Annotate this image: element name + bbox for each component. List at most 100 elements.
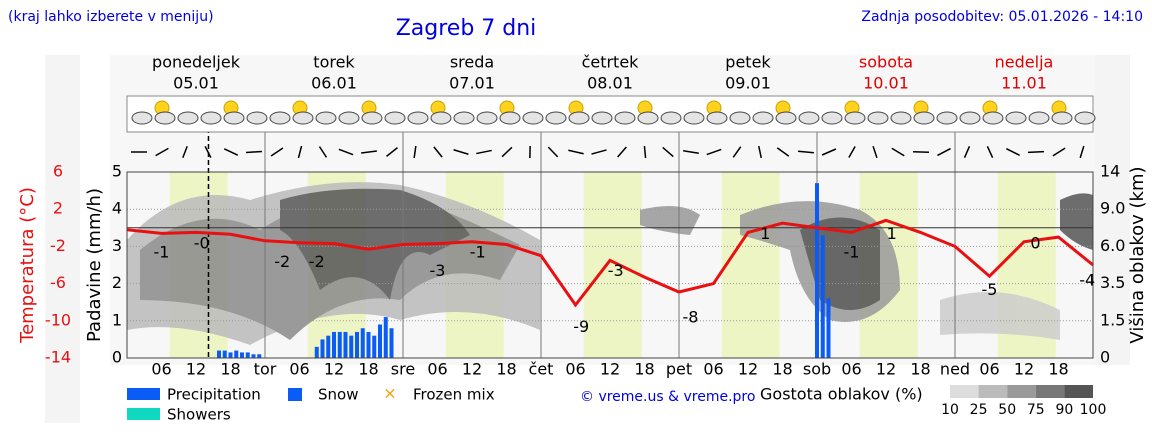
x-tick-label: 18 [634, 360, 654, 379]
cloud-icon [476, 111, 498, 125]
wind-barb [361, 150, 377, 154]
cloud-scale-swatch [1064, 385, 1093, 398]
precipitation-bar [349, 335, 354, 358]
cloud-icon [223, 111, 245, 125]
precipitation-bar [372, 335, 377, 358]
wind-barb [1006, 147, 1020, 157]
cloud-icon [959, 111, 981, 125]
wind-barb [318, 146, 328, 158]
x-tick-label: 18 [1048, 360, 1068, 379]
day-name: sreda [450, 53, 494, 72]
x-tick-label: tor [254, 360, 277, 379]
y2-tick-label: 14 [1100, 162, 1120, 181]
precipitation-bar [366, 331, 371, 358]
cloud-scale-swatch [978, 385, 1008, 398]
temperature-label: -1 [154, 243, 170, 262]
day-name: petek [725, 53, 771, 72]
temperature-label: 1 [887, 224, 897, 243]
temperature-tick-label: -6 [50, 273, 66, 292]
wind-barb [297, 145, 303, 159]
precipitation-bar [332, 331, 336, 358]
x-tick-label: 18 [358, 360, 378, 379]
wind-barb [758, 145, 762, 159]
x-tick-label: 12 [186, 360, 206, 379]
cloud-icon [1028, 111, 1050, 125]
x-tick-label: 12 [600, 360, 620, 379]
temperature-tick-label: -14 [45, 348, 71, 367]
wind-barb [204, 146, 212, 158]
precipitation-bar [383, 317, 388, 358]
precipitation-bar [257, 354, 262, 358]
plot-frame [126, 171, 1094, 359]
x-tick-label: 06 [565, 360, 585, 379]
cloud-icon [430, 111, 452, 125]
wind-barb [413, 145, 417, 159]
wind-barb [501, 146, 513, 158]
cloud-icon [315, 111, 337, 125]
wind-barb [937, 147, 951, 157]
cloud-icon [683, 111, 705, 125]
legend-swatch [288, 388, 302, 401]
wind-barb [683, 150, 699, 154]
precipitation-bar [228, 352, 233, 358]
x-tick-label: 12 [1014, 360, 1034, 379]
wind-barb [182, 145, 188, 159]
cloud-icon [292, 111, 314, 125]
precipitation-bar [320, 339, 325, 358]
temperature-label: -3 [608, 261, 624, 280]
legend-swatch: × [383, 384, 396, 403]
y-tick-label: 5 [112, 162, 122, 181]
day-name: ponedeljek [152, 53, 241, 72]
temperature-label: -9 [573, 317, 589, 336]
x-tick-label: 18 [910, 360, 930, 379]
daylight-band [721, 172, 780, 358]
cloud-icon [844, 111, 866, 125]
day-name: četrtek [582, 53, 640, 72]
y-axis-title: Padavine (mm/h) [84, 188, 105, 342]
temperature-tick-label: 2 [53, 199, 63, 218]
x-tick-label: 12 [876, 360, 896, 379]
x-tick-label: 06 [427, 360, 447, 379]
x-tick-label: čet [529, 360, 554, 379]
day-date: 10.01 [863, 74, 909, 93]
cloud-icon [200, 111, 222, 125]
x-tick-label: 06 [979, 360, 999, 379]
x-tick-label: 18 [772, 360, 792, 379]
wind-barb [386, 147, 398, 157]
day-date: 09.01 [725, 74, 771, 93]
temperature-label: -1 [844, 243, 860, 262]
wind-barb [1027, 150, 1045, 154]
precipitation-bar [820, 235, 825, 358]
cloud-scale-swatch [1035, 385, 1065, 398]
legend-label: Snow [318, 386, 358, 404]
precipitation-bar [337, 331, 342, 358]
wind-barb [891, 147, 905, 157]
daylight-band [583, 172, 642, 358]
cloud-icon [706, 111, 728, 125]
precipitation-bar [314, 346, 319, 358]
x-tick-label: 06 [703, 360, 723, 379]
precipitation-bar [355, 331, 359, 358]
y-tick-label: 1 [112, 310, 122, 329]
wind-barb [155, 147, 169, 157]
legend-swatch [127, 388, 160, 400]
cloud-icon [936, 111, 958, 125]
cloud-icon [568, 111, 590, 125]
x-tick-label: 18 [220, 360, 240, 379]
y2-tick-label: 1.5 [1100, 310, 1125, 329]
cloud-icon [177, 111, 199, 125]
cloud-icon [637, 111, 659, 125]
wind-barb [591, 149, 607, 155]
y2-tick-label: 3.5 [1100, 273, 1125, 292]
precipitation-bar [389, 328, 394, 358]
temperature-line [126, 218, 1094, 308]
wind-barb [617, 146, 627, 158]
precipitation-bar [815, 183, 819, 358]
temperature-label: -3 [430, 261, 446, 280]
cloud-icon [591, 111, 613, 125]
cloud-icon [545, 111, 567, 125]
temperature-axis-title: Temperatura (°C) [17, 187, 38, 344]
y2-axis-title: Višina oblakov (km) [1127, 166, 1148, 343]
precipitation-bar [222, 350, 227, 358]
